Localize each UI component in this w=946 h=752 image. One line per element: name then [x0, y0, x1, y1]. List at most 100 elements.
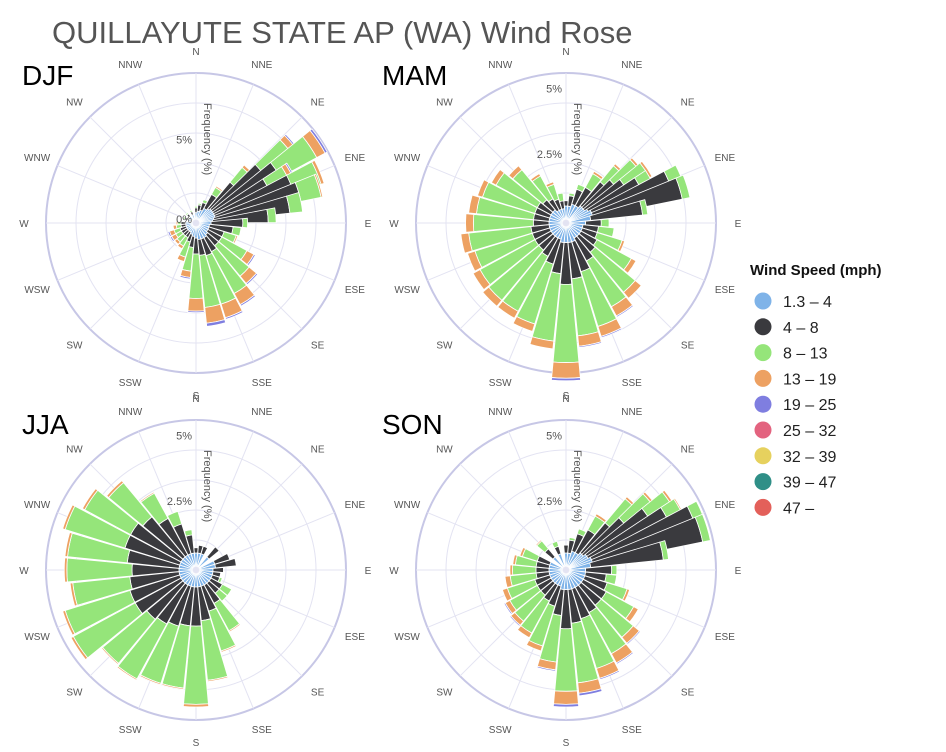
- direction-label: NW: [66, 444, 83, 455]
- bar-segment: [194, 205, 198, 209]
- bar-segment: [193, 547, 199, 554]
- bar-segment: [185, 212, 189, 216]
- grid-spoke: [138, 84, 197, 224]
- bar-segment: [599, 669, 621, 681]
- direction-label: NNE: [621, 60, 642, 71]
- legend-label: 4 – 8: [783, 320, 819, 337]
- radial-tick-label: 5%: [546, 431, 562, 443]
- bar-segment: [62, 609, 76, 636]
- bar-segment: [600, 218, 610, 228]
- bar-segment: [512, 554, 518, 566]
- bar-segment: [62, 504, 76, 531]
- bar-segment: [187, 297, 205, 312]
- legend-swatch: [754, 395, 772, 413]
- bar-segment: [611, 564, 618, 576]
- direction-label: SE: [311, 688, 325, 699]
- legend-swatch: [754, 473, 772, 491]
- direction-label: WNW: [24, 153, 51, 164]
- bar-segment: [183, 529, 193, 537]
- direction-label: NNE: [251, 407, 272, 418]
- direction-label: ENE: [345, 153, 366, 164]
- radial-tick-label: 5%: [176, 431, 192, 443]
- bar-segment: [139, 674, 162, 686]
- bar-segment: [472, 269, 491, 291]
- polar-grid-djf: [45, 72, 347, 374]
- direction-label: NNW: [488, 407, 512, 418]
- bar-segment: [615, 304, 634, 318]
- direction-label: NNW: [118, 60, 142, 71]
- bar-segment: [536, 665, 557, 672]
- bar-segment: [615, 651, 634, 665]
- bar-segment: [576, 528, 587, 538]
- bar-segment: [232, 234, 239, 244]
- bar-segment: [504, 575, 513, 588]
- direction-label: N: [562, 394, 569, 405]
- bar-segment: [81, 488, 99, 511]
- bars-mam: [460, 157, 691, 382]
- bar-segment: [530, 173, 542, 182]
- bar-segment: [551, 540, 560, 549]
- grid-spoke: [57, 165, 197, 224]
- bar-segment: [245, 272, 259, 286]
- legend-label: 13 – 19: [783, 371, 836, 388]
- legend-swatch: [754, 369, 772, 387]
- bar-segment: [550, 377, 582, 382]
- radial-tick-label: 5%: [546, 84, 562, 96]
- bar-segment: [468, 194, 481, 215]
- direction-label: WSW: [24, 632, 50, 643]
- bars-djf: [167, 128, 328, 327]
- bar-segment: [553, 690, 579, 705]
- bar-segment: [187, 310, 205, 314]
- legend-swatch: [754, 498, 772, 516]
- radial-tick-label: 5%: [176, 135, 192, 147]
- direction-label: NNE: [621, 407, 642, 418]
- direction-label: ESE: [715, 632, 735, 643]
- bar-segment: [626, 630, 641, 645]
- legend-label: 39 – 47: [783, 475, 836, 492]
- bar-segment: [476, 179, 490, 198]
- legend-label: 1.3 – 4: [783, 294, 832, 311]
- direction-label: SSE: [622, 378, 642, 389]
- bar-segment: [568, 192, 576, 198]
- bar-segment: [622, 279, 642, 299]
- bar-segment: [139, 491, 155, 503]
- bar-segment: [311, 159, 325, 185]
- bar-segment: [116, 665, 138, 681]
- season-label-mam: MAM: [382, 60, 447, 91]
- direction-label: S: [193, 391, 200, 402]
- bar-segment: [189, 209, 193, 213]
- wind-rose-panel-mam: MAM N NNE NE ENE E ESE SE SSE S SSW SW WSW W WNW NW NNW…: [382, 47, 742, 402]
- legend-label: 19 – 25: [783, 397, 836, 414]
- bar-segment: [106, 480, 125, 499]
- radial-axis-label: Frequency (%): [571, 103, 583, 175]
- bar-segment: [63, 557, 68, 583]
- direction-label: SE: [681, 688, 695, 699]
- season-label-son: SON: [382, 409, 443, 440]
- bar-segment: [172, 224, 178, 231]
- direction-label: WNW: [394, 153, 421, 164]
- bar-segment: [214, 185, 224, 193]
- bar-segment: [516, 625, 533, 639]
- bar-segment: [207, 675, 229, 683]
- bar-segment: [604, 573, 618, 586]
- bar-segment: [465, 213, 475, 233]
- legend-swatch: [754, 292, 772, 310]
- direction-label: NW: [436, 97, 453, 108]
- legend-swatch: [754, 421, 772, 439]
- direction-label: WSW: [24, 285, 50, 296]
- bar-segment: [551, 361, 581, 379]
- direction-label: S: [563, 391, 570, 402]
- direction-labels-son: N NNE NE ENE E ESE SE SSE S SSW SW WSW W WNW NW NNW: [389, 394, 741, 749]
- wind-rose-panel-djf: DJF N NNE NE ENE E ESE SE SSE S SSW SW WSW W WNW NW NNW…: [19, 47, 371, 402]
- direction-label: NNW: [488, 60, 512, 71]
- bar-segment: [535, 539, 543, 547]
- bar-segment: [482, 286, 503, 307]
- direction-label: WSW: [394, 285, 420, 296]
- bar-segment: [228, 623, 241, 633]
- direction-label: E: [365, 219, 372, 230]
- direction-label: S: [563, 738, 570, 749]
- direction-label: NE: [681, 444, 695, 455]
- bar-segment: [503, 602, 513, 615]
- bar-segment: [166, 510, 183, 528]
